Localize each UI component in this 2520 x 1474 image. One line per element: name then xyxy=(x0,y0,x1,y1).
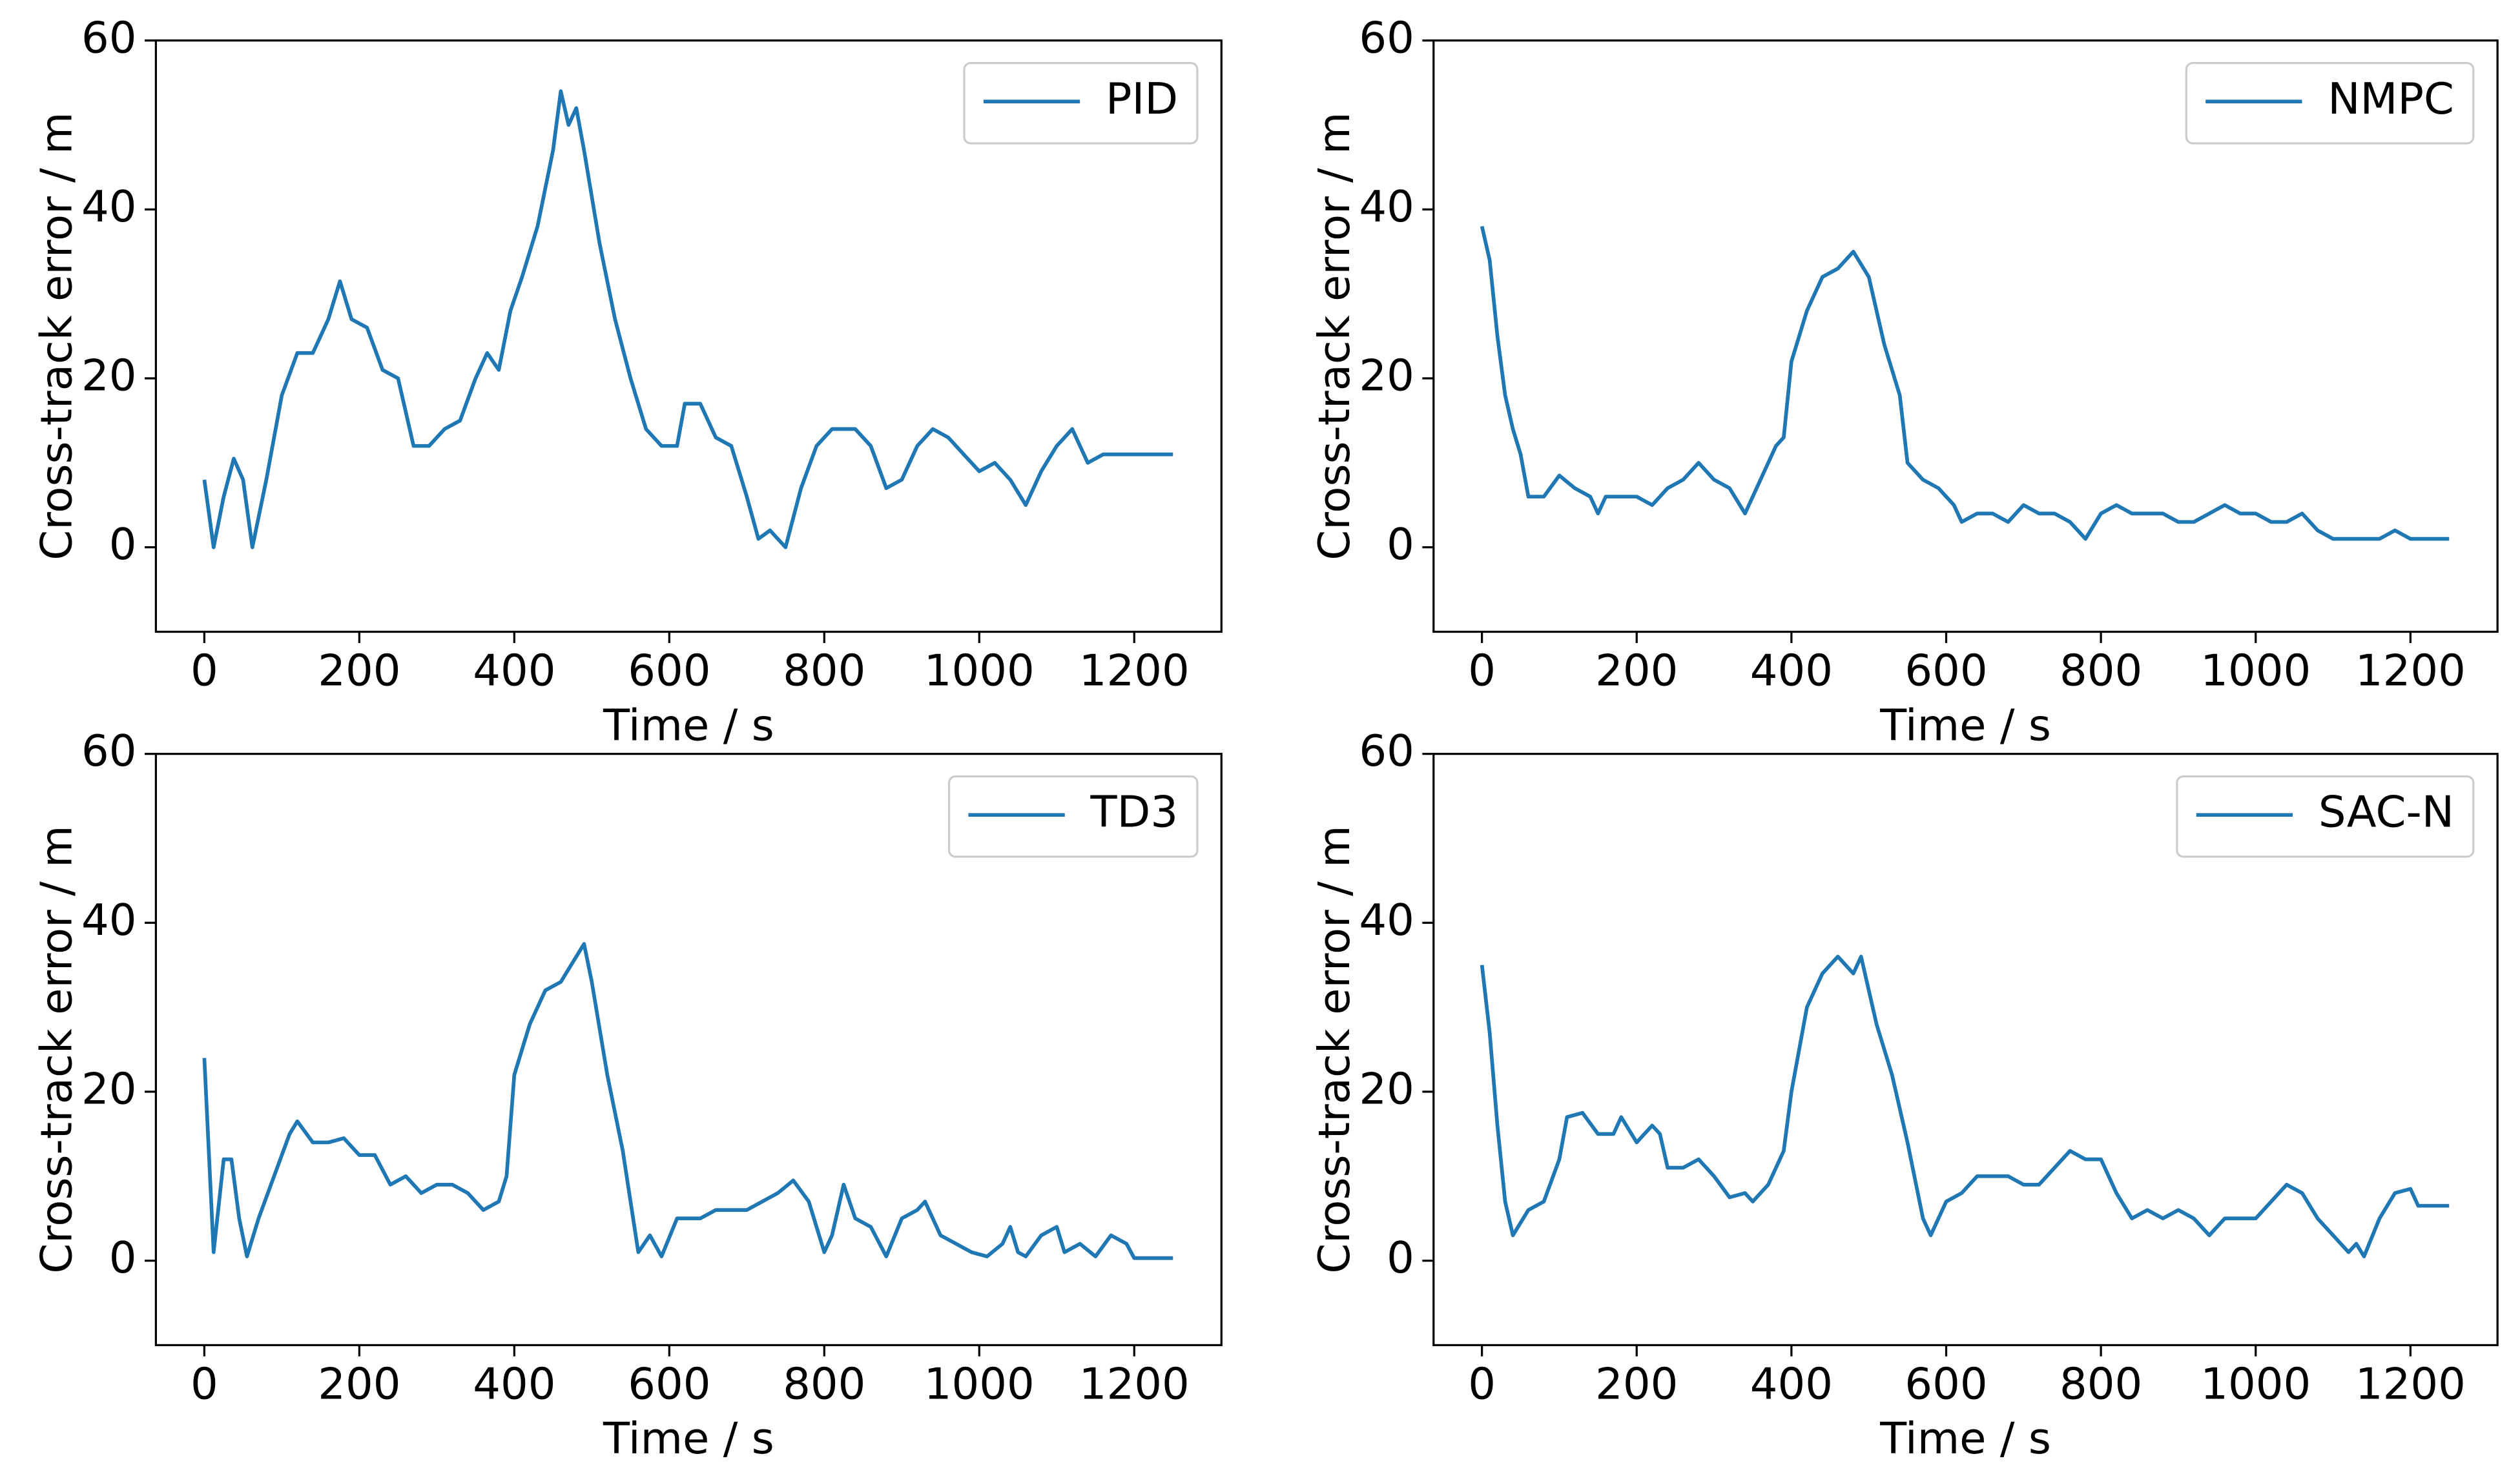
x-tick-label: 400 xyxy=(1750,1359,1833,1409)
y-tick-label: 40 xyxy=(81,895,136,945)
axes-frame xyxy=(154,753,1223,1347)
legend: NMPC xyxy=(2185,61,2475,145)
y-tick-label: 40 xyxy=(81,181,136,232)
axes-frame xyxy=(154,39,1223,633)
y-tick-label: 0 xyxy=(109,1233,137,1283)
x-axis-label: Time / s xyxy=(603,1413,774,1464)
x-tick-label: 1000 xyxy=(2200,646,2311,696)
x-tick-label: 200 xyxy=(318,1359,400,1409)
y-tick-label: 20 xyxy=(81,1063,136,1114)
data-line xyxy=(1480,954,2450,1258)
x-axis-label: Time / s xyxy=(603,700,774,750)
x-tick-label: 400 xyxy=(473,1359,555,1409)
legend-box xyxy=(2185,61,2475,145)
y-tick-label: 60 xyxy=(1359,726,1414,776)
x-tick-label: 400 xyxy=(473,646,555,696)
x-tick-label: 1200 xyxy=(2355,646,2466,696)
x-tick-label: 1200 xyxy=(2355,1359,2466,1409)
y-tick-label: 60 xyxy=(1359,12,1414,63)
x-axis-label: Time / s xyxy=(1879,1413,2051,1464)
x-tick-label: 800 xyxy=(783,646,865,696)
y-tick-label: 0 xyxy=(109,519,137,569)
legend: PID xyxy=(963,61,1199,145)
x-tick-label: 600 xyxy=(1905,646,1987,696)
y-tick-label: 60 xyxy=(81,12,136,63)
y-tick-label: 40 xyxy=(1359,181,1414,232)
x-tick-label: 800 xyxy=(2060,646,2142,696)
x-tick-label: 0 xyxy=(191,646,218,696)
x-tick-label: 1000 xyxy=(924,646,1035,696)
y-axis-label: Cross-track error / m xyxy=(32,112,82,560)
x-tick-label: 0 xyxy=(1468,1359,1496,1409)
y-axis-label: Cross-track error / m xyxy=(32,825,82,1273)
y-axis-label: Cross-track error / m xyxy=(1309,112,1359,560)
data-line xyxy=(202,942,1173,1260)
legend-label: SAC-N xyxy=(2319,787,2454,837)
legend: SAC-N xyxy=(2176,775,2475,858)
y-tick-label: 40 xyxy=(1359,895,1414,945)
axes-frame xyxy=(1432,753,2499,1347)
y-tick-label: 20 xyxy=(81,351,136,401)
legend-box xyxy=(947,775,1199,858)
y-axis-label: Cross-track error / m xyxy=(1309,825,1359,1273)
x-tick-label: 1200 xyxy=(1079,646,1190,696)
legend-label: NMPC xyxy=(2328,74,2454,124)
legend-box xyxy=(2176,775,2475,858)
legend-box xyxy=(963,61,1199,145)
y-tick-label: 20 xyxy=(1359,351,1414,401)
x-tick-label: 600 xyxy=(1905,1359,1987,1409)
x-tick-label: 600 xyxy=(628,1359,710,1409)
x-tick-label: 200 xyxy=(1595,646,1678,696)
data-line xyxy=(202,89,1173,549)
x-tick-label: 200 xyxy=(1595,1359,1678,1409)
data-line xyxy=(1480,225,2450,541)
y-tick-label: 60 xyxy=(81,726,136,776)
x-tick-label: 1200 xyxy=(1079,1359,1190,1409)
legend: TD3 xyxy=(947,775,1199,858)
axes-frame xyxy=(1432,39,2499,633)
x-tick-label: 800 xyxy=(2060,1359,2142,1409)
legend-label: PID xyxy=(1106,74,1178,124)
x-tick-label: 600 xyxy=(628,646,710,696)
legend-label: TD3 xyxy=(1090,787,1179,837)
x-tick-label: 1000 xyxy=(924,1359,1035,1409)
x-tick-label: 800 xyxy=(783,1359,865,1409)
x-tick-label: 200 xyxy=(318,646,400,696)
x-tick-label: 1000 xyxy=(2200,1359,2311,1409)
y-tick-label: 0 xyxy=(1387,519,1414,569)
x-tick-label: 0 xyxy=(191,1359,218,1409)
y-tick-label: 0 xyxy=(1387,1233,1414,1283)
x-tick-label: 400 xyxy=(1750,646,1833,696)
x-axis-label: Time / s xyxy=(1879,700,2051,750)
x-tick-label: 0 xyxy=(1468,646,1496,696)
y-tick-label: 20 xyxy=(1359,1063,1414,1114)
